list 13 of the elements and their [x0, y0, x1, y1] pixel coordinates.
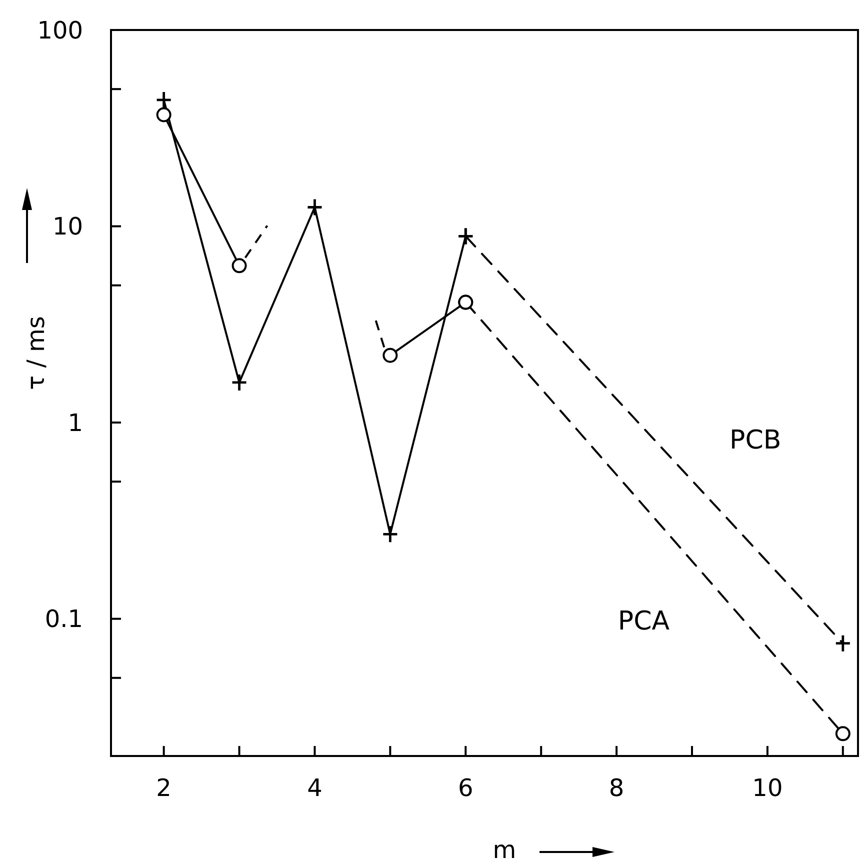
x-tick-label: 6 — [458, 774, 474, 802]
series-label: PCB — [730, 426, 782, 456]
y-tick-label: 100 — [37, 16, 83, 44]
y-tick-label: 10 — [52, 212, 83, 241]
series-label: PCA — [618, 606, 670, 637]
y-tick-label: 0.1 — [44, 605, 83, 634]
x-tick-label: 4 — [307, 774, 322, 802]
x-tick-label: 10 — [752, 774, 783, 802]
y-tick-label: 1 — [68, 408, 83, 437]
x-axis-title: m — [492, 836, 516, 864]
x-tick-label: 2 — [156, 774, 172, 802]
x-tick-label: 8 — [608, 774, 624, 802]
y-axis-title: τ / ms — [22, 316, 50, 390]
